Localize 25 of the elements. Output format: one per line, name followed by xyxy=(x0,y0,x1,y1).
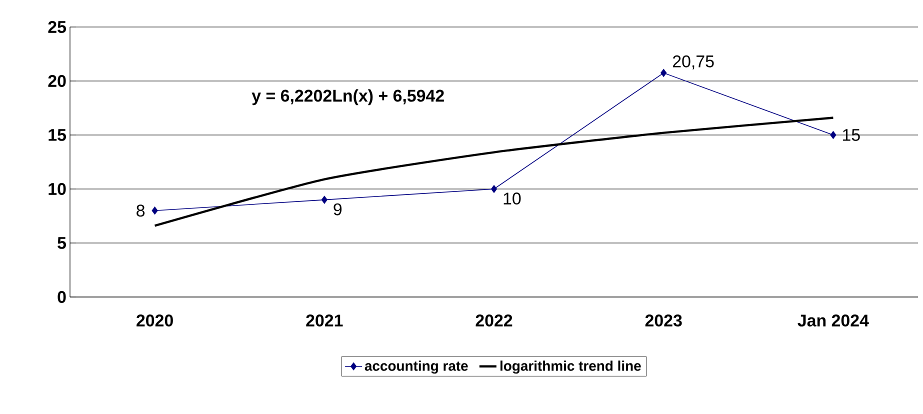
data-label: 8 xyxy=(136,204,145,217)
data-label: 15 xyxy=(843,129,860,141)
x-tick-label: 2023 xyxy=(645,314,682,327)
x-tick-label: 2020 xyxy=(136,314,173,327)
point xyxy=(490,185,498,193)
legend-label: accounting rate xyxy=(364,360,468,374)
x-tick-label: 2021 xyxy=(306,314,343,327)
y-tick-label: 10 xyxy=(48,183,66,195)
y-tick-label: 15 xyxy=(48,129,66,141)
point xyxy=(321,196,328,204)
point xyxy=(830,131,836,139)
line-series xyxy=(154,116,834,227)
y-tick-label: 20 xyxy=(48,75,66,87)
x-tick-label: Jan 2024 xyxy=(798,314,869,327)
y-tick-label: 5 xyxy=(58,237,66,249)
legend-label: logarithmic trend line xyxy=(500,360,641,374)
data-label: 20,75 xyxy=(672,55,714,70)
y-tick-label: 0 xyxy=(58,291,66,303)
data-label: 10 xyxy=(504,192,521,205)
x-tick-label: 2022 xyxy=(476,314,512,327)
data-label: 9 xyxy=(334,203,342,216)
point xyxy=(660,69,667,77)
y-tick-label: 25 xyxy=(48,21,66,33)
annotation: y = 6,2202Ln(x) + 6,5942 xyxy=(252,89,444,106)
point xyxy=(152,206,158,214)
